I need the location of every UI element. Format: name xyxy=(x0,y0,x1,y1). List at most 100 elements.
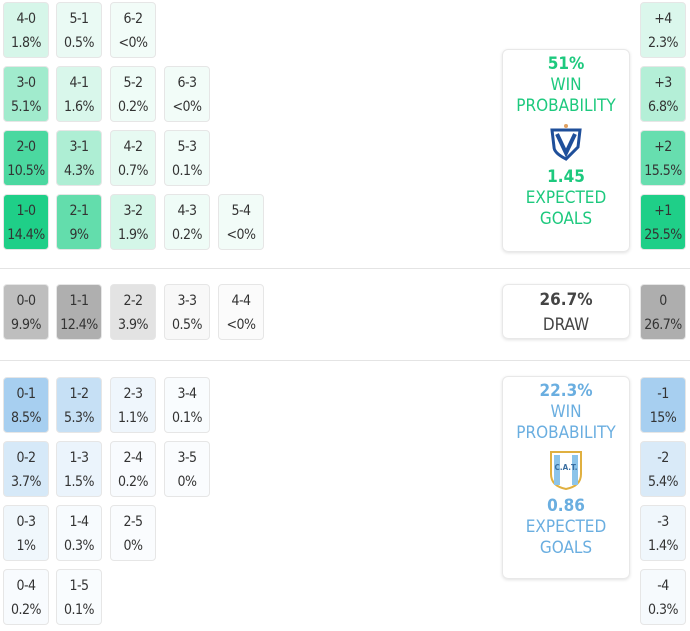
away-win-label-2: PROBABILITY xyxy=(516,423,616,443)
score-label: 6-2 xyxy=(123,11,143,27)
score-label: 3-3 xyxy=(177,293,197,309)
scoreline-cell: 0-4 0.2% xyxy=(3,569,49,625)
probability-value: 0.1% xyxy=(172,163,203,179)
score-label: 3-5 xyxy=(177,450,197,466)
score-label: 0-4 xyxy=(16,578,36,594)
goal-difference-cell: +2 15.5% xyxy=(640,130,686,186)
score-label: 0 xyxy=(659,293,667,309)
probability-value: 9% xyxy=(69,227,89,243)
probability-value: 1% xyxy=(16,538,36,554)
goal-difference-cell: +1 25.5% xyxy=(640,194,686,250)
scoreline-cell: 1-0 14.4% xyxy=(3,194,49,250)
probability-value: 1.1% xyxy=(118,410,149,426)
score-label: 1-2 xyxy=(69,386,89,402)
scoreline-cell: 1-1 12.4% xyxy=(56,284,102,340)
scoreline-cell: 4-4 <0% xyxy=(218,284,264,340)
probability-value: 1.9% xyxy=(118,227,149,243)
away-win-label: WIN xyxy=(550,402,582,422)
goal-difference-cell: +4 2.3% xyxy=(640,2,686,58)
probability-value: 0% xyxy=(123,538,143,554)
score-label: 5-1 xyxy=(69,11,89,27)
probability-value: 4.3% xyxy=(64,163,95,179)
scoreline-cell: 2-2 3.9% xyxy=(110,284,156,340)
scoreline-cell: 3-2 1.9% xyxy=(110,194,156,250)
probability-value: 10.5% xyxy=(7,163,45,179)
probability-value: 0% xyxy=(177,474,197,490)
score-label: 3-2 xyxy=(123,203,143,219)
score-label: 3-1 xyxy=(69,139,89,155)
probability-value: 0.3% xyxy=(648,602,679,618)
probability-value: 15.5% xyxy=(644,163,682,179)
score-label: 5-3 xyxy=(177,139,197,155)
scoreline-cell: 6-3 <0% xyxy=(164,66,210,122)
home-xg: 1.45 xyxy=(547,167,585,187)
scoreline-cell: 4-1 1.6% xyxy=(56,66,102,122)
score-label: 1-1 xyxy=(69,293,89,309)
draw-label: DRAW xyxy=(542,315,590,335)
score-label: -2 xyxy=(657,450,669,466)
scoreline-cell: 3-1 4.3% xyxy=(56,130,102,186)
probability-value: 0.2% xyxy=(118,99,149,115)
score-label: 4-0 xyxy=(16,11,36,27)
score-label: +1 xyxy=(654,203,672,219)
probability-value: <0% xyxy=(118,35,148,51)
goal-difference-cell: +3 6.8% xyxy=(640,66,686,122)
home-team-crest-icon xyxy=(550,124,582,161)
score-label: 2-3 xyxy=(123,386,143,402)
probability-value: 8.5% xyxy=(11,410,42,426)
home-xg-label: EXPECTED xyxy=(525,188,607,208)
divider xyxy=(0,268,690,269)
scoreline-cell: 4-2 0.7% xyxy=(110,130,156,186)
score-label: +2 xyxy=(654,139,672,155)
probability-value: 25.5% xyxy=(644,227,682,243)
probability-value: 5.1% xyxy=(11,99,42,115)
scoreline-cell: 2-3 1.1% xyxy=(110,377,156,433)
score-label: 4-3 xyxy=(177,203,197,219)
score-label: 1-5 xyxy=(69,578,89,594)
probability-value: 26.7% xyxy=(644,317,682,333)
draw-pct: 26.7% xyxy=(539,290,593,310)
goal-difference-cell: -1 15% xyxy=(640,377,686,433)
probability-value: 14.4% xyxy=(7,227,45,243)
scoreline-cell: 2-1 9% xyxy=(56,194,102,250)
home-xg-label-2: GOALS xyxy=(539,209,593,229)
away-xg-label-2: GOALS xyxy=(539,538,593,558)
probability-value: 0.1% xyxy=(64,602,95,618)
score-label: 0-0 xyxy=(16,293,36,309)
probability-value: 0.3% xyxy=(64,538,95,554)
score-label: 4-2 xyxy=(123,139,143,155)
score-label: 2-2 xyxy=(123,293,143,309)
home-summary-card: 51% WIN PROBABILITY 1.45 EXPECTED GOALS xyxy=(502,49,630,252)
score-label: 5-2 xyxy=(123,75,143,91)
scoreline-cell: 5-2 0.2% xyxy=(110,66,156,122)
score-label: 6-3 xyxy=(177,75,197,91)
score-label: 4-1 xyxy=(69,75,89,91)
score-label: 0-3 xyxy=(16,514,36,530)
probability-value: <0% xyxy=(172,99,202,115)
score-label: 5-4 xyxy=(231,203,251,219)
score-label: 1-3 xyxy=(69,450,89,466)
scoreline-cell: 2-0 10.5% xyxy=(3,130,49,186)
scoreline-cell: 4-0 1.8% xyxy=(3,2,49,58)
away-xg: 0.86 xyxy=(547,496,585,516)
score-label: +4 xyxy=(654,11,672,27)
score-label: 1-4 xyxy=(69,514,89,530)
scoreline-cell: 5-3 0.1% xyxy=(164,130,210,186)
probability-value: 12.4% xyxy=(60,317,98,333)
away-team-crest-icon: C.A.T. xyxy=(549,450,583,490)
scoreline-cell: 0-1 8.5% xyxy=(3,377,49,433)
scoreline-cell: 5-1 0.5% xyxy=(56,2,102,58)
scoreline-cell: 1-2 5.3% xyxy=(56,377,102,433)
probability-value: <0% xyxy=(226,317,256,333)
probability-value: 1.8% xyxy=(11,35,42,51)
probability-value: 0.5% xyxy=(64,35,95,51)
score-label: 2-4 xyxy=(123,450,143,466)
scoreline-cell: 2-5 0% xyxy=(110,505,156,561)
probability-value: 3.9% xyxy=(118,317,149,333)
draw-summary-card: 26.7% DRAW xyxy=(502,284,630,339)
probability-value: <0% xyxy=(226,227,256,243)
probability-value: 3.7% xyxy=(11,474,42,490)
score-label: -4 xyxy=(657,578,669,594)
probability-value: 0.2% xyxy=(172,227,203,243)
scoreline-cell: 3-5 0% xyxy=(164,441,210,497)
